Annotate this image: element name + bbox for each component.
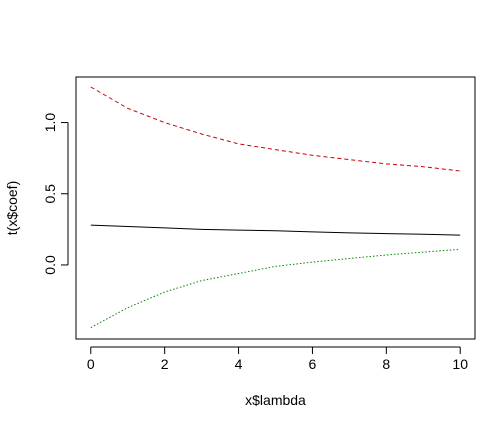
series-line-1 <box>90 224 461 236</box>
x-axis-label: x$lambda <box>245 392 306 408</box>
x-tick-label: 2 <box>161 356 169 372</box>
x-tick-label: 0 <box>87 356 95 372</box>
x-axis: 0 2 4 6 8 10 <box>87 346 468 372</box>
y-tick-label: 1.0 <box>42 113 58 133</box>
y-axis: 0.0 0.5 1.0 <box>42 113 69 275</box>
series-line-3 <box>90 248 461 329</box>
plot-area-border <box>75 76 476 340</box>
series-layer <box>90 86 461 329</box>
x-tick-label: 6 <box>309 356 317 372</box>
x-tick-label: 10 <box>452 356 468 372</box>
y-tick-label: 0.5 <box>42 184 58 204</box>
x-tick-label: 4 <box>235 356 243 372</box>
series-line-2 <box>90 86 461 172</box>
x-tick-label: 8 <box>382 356 390 372</box>
y-tick-label: 0.0 <box>42 255 58 275</box>
y-axis-label: t(x$coef) <box>4 181 20 235</box>
